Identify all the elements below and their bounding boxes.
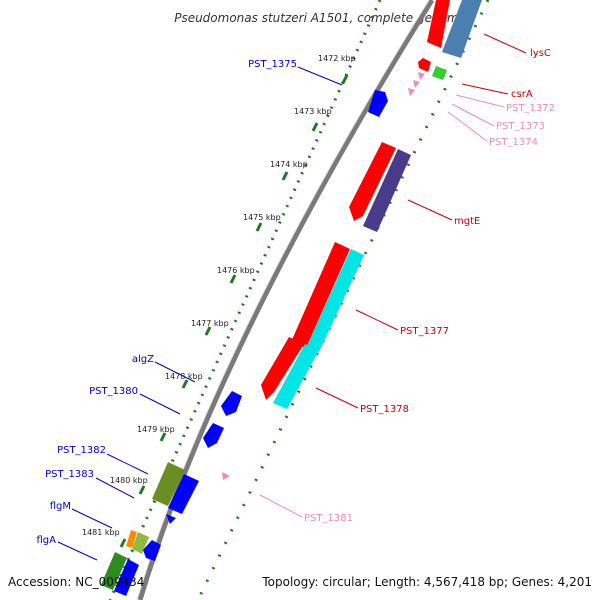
- topology-text: Topology: circular; Length: 4,567,418 bp…: [261, 575, 592, 589]
- reverse-strand-genes: [101, 90, 388, 596]
- gene-label-PST_1380[interactable]: PST_1380: [89, 386, 138, 397]
- gene-PST_1372[interactable]: [418, 72, 425, 80]
- scale-mark: [138, 485, 146, 495]
- gene-flgM[interactable]: [126, 530, 137, 548]
- kbp-label: 1473 kbp: [294, 107, 332, 116]
- gene-lysC-partner[interactable]: [442, 0, 482, 58]
- gene-label-flgM[interactable]: flgM: [50, 501, 71, 512]
- gene-flgM-partner[interactable]: [132, 532, 149, 554]
- scale-mark: [159, 432, 167, 442]
- gene-label-PST_1375[interactable]: PST_1375: [248, 59, 297, 70]
- scale-marks: [119, 74, 349, 548]
- gene-label-PST_1372[interactable]: PST_1372: [506, 103, 555, 114]
- kbp-label: 1476 kbp: [217, 266, 255, 275]
- kbp-label: 1479 kbp: [137, 425, 175, 434]
- left-gene-labels: PST_1375 algZ PST_1380 PST_1382 PST_1383…: [37, 59, 298, 546]
- gene-label-PST_1382[interactable]: PST_1382: [57, 445, 106, 456]
- gene-PST_1374[interactable]: [408, 88, 415, 96]
- gene-label-csrA[interactable]: csrA: [511, 89, 533, 100]
- genome-backbone: [137, 0, 435, 600]
- gene-PST_1377-partner[interactable]: [306, 249, 364, 352]
- scale-mark: [119, 538, 127, 548]
- scale-mark: [341, 74, 349, 84]
- gene-PST_1383[interactable]: [168, 474, 199, 514]
- gene-label-PST_1378[interactable]: PST_1378: [360, 404, 409, 415]
- kbp-label: 1474 kbp: [270, 160, 308, 169]
- kbp-label: 1475 kbp: [243, 213, 281, 222]
- gene-label-flgA[interactable]: flgA: [37, 535, 57, 546]
- left-connectors: [57, 66, 343, 561]
- gene-label-algZ[interactable]: algZ: [132, 354, 154, 365]
- gene-csrA-partner[interactable]: [432, 66, 447, 80]
- gene-label-PST_1381[interactable]: PST_1381: [304, 513, 353, 524]
- scale-mark: [229, 274, 237, 284]
- gene-mgtE-partner[interactable]: [363, 149, 411, 232]
- kbp-label: 1472 kbp: [318, 54, 356, 63]
- forward-strand-genes: [222, 0, 482, 480]
- accession-text: Accession: NC_009434: [8, 575, 144, 589]
- scale-mark: [255, 222, 263, 232]
- kbp-label: 1481 kbp: [82, 528, 120, 537]
- right-gene-labels: lysC csrA PST_1372 PST_1373 PST_1374 mgt…: [304, 48, 555, 524]
- gene-label-PST_1383[interactable]: PST_1383: [45, 469, 94, 480]
- gene-label-lysC[interactable]: lysC: [530, 48, 551, 59]
- scale-mark: [204, 326, 212, 336]
- kbp-label: 1477 kbp: [191, 319, 229, 328]
- gene-PST_1381[interactable]: [222, 472, 230, 480]
- gene-label-PST_1377[interactable]: PST_1377: [400, 326, 449, 337]
- gene-PST_1375[interactable]: [368, 90, 388, 117]
- gene-PST_1378[interactable]: [261, 337, 304, 400]
- gene-csrA[interactable]: [418, 58, 431, 72]
- genome-backbone-highlight: [136, 0, 430, 600]
- gene-PST_1378-partner[interactable]: [273, 344, 319, 409]
- gene-PST_1382[interactable]: [152, 462, 185, 506]
- gene-algZ[interactable]: [221, 391, 242, 416]
- gene-label-PST_1374[interactable]: PST_1374: [489, 137, 538, 148]
- gene-mgtE[interactable]: [349, 142, 396, 221]
- gene-flgA[interactable]: [101, 552, 127, 590]
- scale-mark: [311, 122, 319, 132]
- right-connectors: [259, 33, 527, 518]
- kbp-label: 1480 kbp: [110, 476, 148, 485]
- inner-dotted-track: [108, 0, 382, 600]
- gene-flgM-downstream[interactable]: [143, 540, 161, 561]
- gene-PST_1373[interactable]: [413, 80, 420, 88]
- gene-label-PST_1373[interactable]: PST_1373: [496, 121, 545, 132]
- genome-title: Pseudomonas stutzeri A1501, complete gen…: [174, 11, 466, 25]
- gene-PST_1377[interactable]: [291, 242, 350, 348]
- gene-flgA-partner[interactable]: [114, 559, 139, 596]
- gene-label-mgtE[interactable]: mgtE: [454, 216, 480, 227]
- gene-lysC[interactable]: [427, 0, 450, 48]
- gene-PST_1383-tail[interactable]: [166, 514, 176, 524]
- gene-PST_1380[interactable]: [203, 423, 224, 448]
- scale-mark: [281, 171, 289, 181]
- scale-mark: [181, 379, 189, 389]
